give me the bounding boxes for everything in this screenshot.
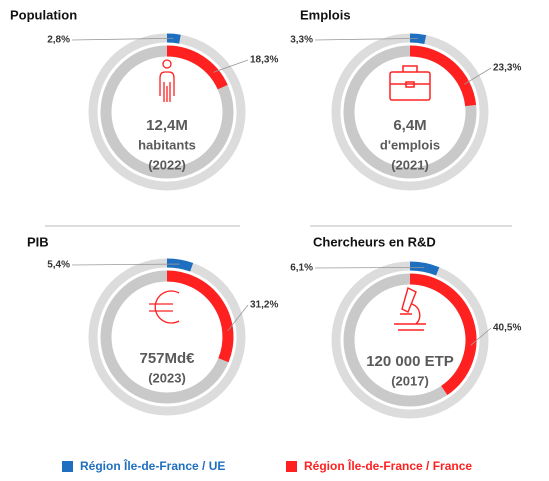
donut-chart: Population 2,8% 18,3% 12,4M habitants (2022) xyxy=(10,7,278,191)
chart-title: Population xyxy=(10,7,77,22)
arc-france xyxy=(409,45,477,107)
legend-swatch xyxy=(62,461,73,472)
arc-france xyxy=(409,273,477,395)
center-text: (2017) xyxy=(391,373,429,388)
value-label: 31,2% xyxy=(250,300,278,311)
center-text: (2022) xyxy=(148,157,186,172)
center-text: 120 000 ETP xyxy=(366,353,454,370)
arc-france xyxy=(166,270,234,363)
value-label: 40,5% xyxy=(493,323,521,334)
value-label: 6,1% xyxy=(290,263,313,274)
legend-label: Région Île-de-France / UE xyxy=(80,458,225,473)
leader-line xyxy=(71,37,174,41)
value-label: 23,3% xyxy=(493,63,521,74)
arc-ue xyxy=(409,33,427,45)
value-label: 3,3% xyxy=(290,35,313,46)
chart-title: PIB xyxy=(27,234,49,249)
legend-swatch xyxy=(286,461,297,472)
leader-line xyxy=(314,37,418,41)
outer-ring xyxy=(88,258,246,416)
icon xyxy=(162,59,172,69)
legend-label: Région Île-de-France / France xyxy=(304,458,472,473)
value-label: 2,8% xyxy=(47,35,70,46)
arc-ue xyxy=(166,258,194,272)
arc-france xyxy=(166,45,228,90)
outer-ring xyxy=(331,261,489,419)
donut-chart: PIB 5,4% 31,2% 757Md€ (2023) xyxy=(27,234,278,416)
icon xyxy=(394,286,426,331)
donut-chart: Emplois 3,3% 23,3% 6,4M d'emplois (2021) xyxy=(290,7,521,191)
value-label: 5,4% xyxy=(47,260,70,271)
chart-title: Emplois xyxy=(300,7,351,22)
center-text: (2023) xyxy=(148,370,186,385)
center-text: (2021) xyxy=(391,157,429,172)
center-text: d'emplois xyxy=(380,137,440,152)
icon xyxy=(149,290,180,324)
center-text: 757Md€ xyxy=(139,350,195,367)
center-text: habitants xyxy=(138,137,196,152)
leader-line xyxy=(470,327,492,346)
icon xyxy=(389,71,431,101)
leader-line xyxy=(213,59,249,73)
leader-line xyxy=(314,266,425,269)
chart-title: Chercheurs en R&D xyxy=(313,234,436,249)
icon xyxy=(390,65,430,88)
center-text: 6,4M xyxy=(393,117,426,134)
icon xyxy=(159,71,175,102)
donut-chart: Chercheurs en R&D 6,1% 40,5% 120 000 ETP (20… xyxy=(290,234,521,419)
center-text: 12,4M xyxy=(146,117,188,134)
arc-ue xyxy=(409,261,440,276)
leader-line xyxy=(464,67,492,85)
value-label: 18,3% xyxy=(250,55,278,66)
leader-line xyxy=(71,263,180,266)
leader-line xyxy=(227,304,249,332)
